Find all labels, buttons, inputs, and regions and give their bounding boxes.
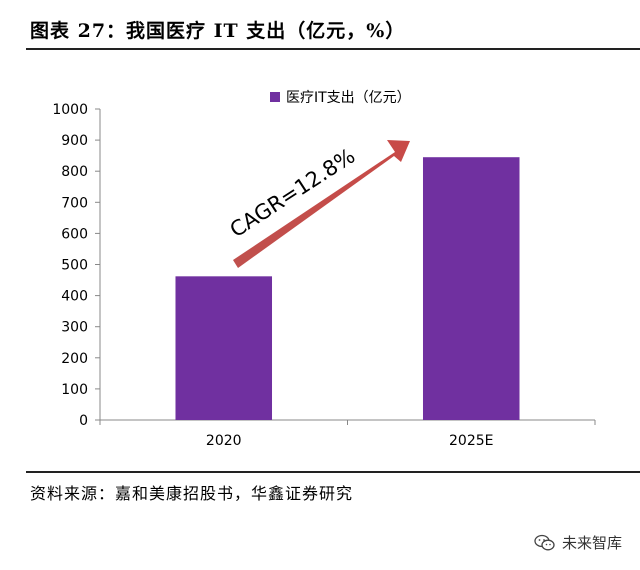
y-tick-label: 900 bbox=[61, 133, 88, 149]
cagr-arrow bbox=[233, 140, 410, 268]
bar-2025E bbox=[422, 157, 520, 420]
bottom-divider bbox=[26, 471, 640, 473]
legend-label: 医疗IT支出（亿元） bbox=[286, 90, 411, 106]
legend-swatch bbox=[270, 92, 280, 102]
y-axis: 0 100 200 300 400 500 600 700 800 900 1000 bbox=[52, 102, 101, 429]
y-tick-label: 1000 bbox=[52, 102, 88, 118]
cagr-annotation: CAGR=12.8% bbox=[226, 140, 410, 268]
watermark: 未来智库 bbox=[534, 532, 622, 553]
bars bbox=[175, 157, 520, 420]
top-divider bbox=[26, 48, 640, 50]
y-tick-label: 400 bbox=[61, 289, 88, 305]
x-axis: 2020 2025E bbox=[99, 419, 596, 449]
y-tick-label: 500 bbox=[61, 258, 88, 274]
wechat-icon bbox=[534, 534, 555, 550]
x-tick-label: 2020 bbox=[206, 433, 242, 449]
chart-title: 图表 27：我国医疗 IT 支出（亿元，%） bbox=[30, 20, 406, 42]
y-tick-label: 600 bbox=[61, 226, 88, 242]
y-tick-label: 200 bbox=[61, 351, 88, 367]
y-tick-label: 800 bbox=[61, 164, 88, 180]
y-tick-label: 0 bbox=[79, 413, 88, 429]
legend: 医疗IT支出（亿元） bbox=[270, 90, 411, 106]
watermark-text: 未来智库 bbox=[561, 534, 622, 552]
y-tick-label: 700 bbox=[61, 195, 88, 211]
y-tick-label: 300 bbox=[61, 320, 88, 336]
bar-2020 bbox=[175, 276, 273, 420]
source-note: 资料来源：嘉和美康招股书，华鑫证券研究 bbox=[30, 484, 354, 503]
y-tick-label: 100 bbox=[61, 382, 88, 398]
x-tick-label: 2025E bbox=[449, 433, 493, 449]
